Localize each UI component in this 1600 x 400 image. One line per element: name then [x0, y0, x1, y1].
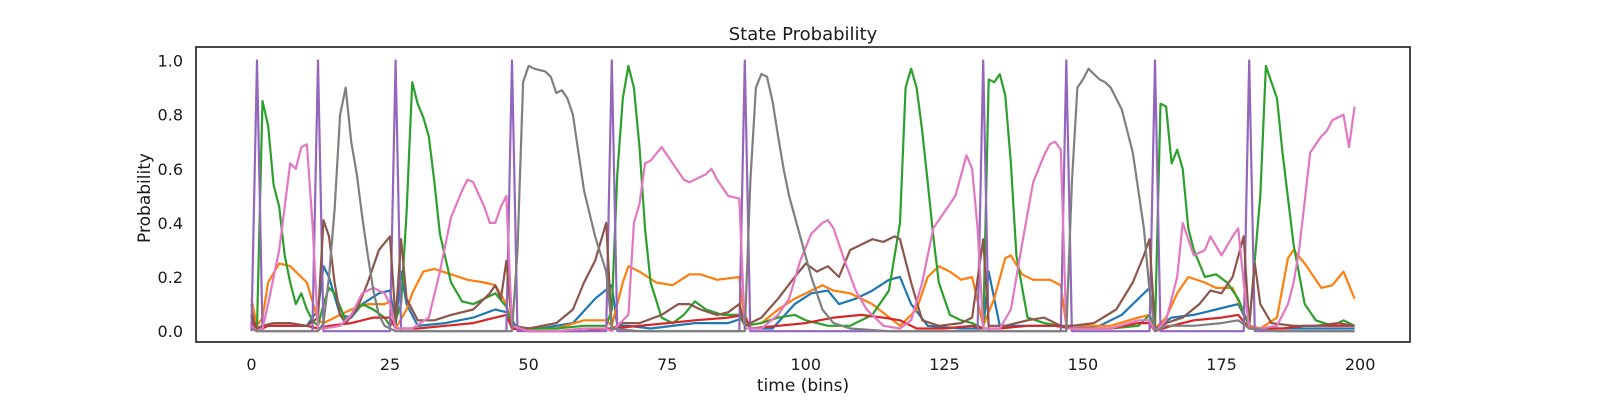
series-line-2 [250, 64, 1356, 330]
x-axis-ticks: 0 25 50 75 100 125 150 175 200 [246, 355, 1375, 374]
y-tick-label: 0.8 [158, 106, 183, 125]
y-axis-ticks: 0.0 0.2 0.4 0.6 0.8 1.0 [158, 52, 183, 342]
x-tick-label: 125 [929, 355, 960, 374]
y-tick-label: 0.4 [158, 214, 183, 233]
series-line-6 [250, 106, 1356, 333]
x-tick-label: 200 [1345, 355, 1376, 374]
x-tick-label: 100 [790, 355, 821, 374]
x-axis-label: time (bins) [757, 376, 849, 396]
y-tick-label: 0.2 [158, 268, 183, 287]
series-line-5 [250, 219, 1355, 330]
x-tick-label: 0 [246, 355, 256, 374]
y-tick-label: 1.0 [158, 52, 183, 71]
y-axis-label: Probability [135, 153, 155, 243]
x-tick-label: 150 [1068, 355, 1099, 374]
series-line-7 [250, 64, 1355, 333]
x-tick-label: 50 [518, 355, 538, 374]
chart-title: State Probability [729, 24, 878, 45]
x-tick-label: 75 [657, 355, 677, 374]
plot-frame [195, 46, 1411, 343]
y-tick-label: 0.0 [158, 322, 183, 341]
series-layer [250, 59, 1356, 333]
y-tick-label: 0.6 [158, 160, 183, 179]
x-tick-label: 25 [380, 355, 400, 374]
x-tick-label: 175 [1206, 355, 1237, 374]
